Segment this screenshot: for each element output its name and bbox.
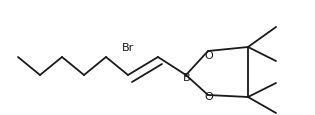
Text: Br: Br [122,43,134,53]
Text: O: O [205,91,213,101]
Text: O: O [205,51,213,60]
Text: B: B [183,72,191,82]
